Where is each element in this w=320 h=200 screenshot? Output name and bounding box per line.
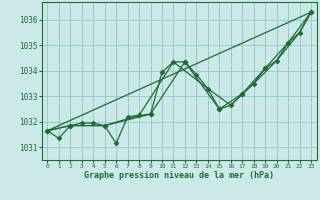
X-axis label: Graphe pression niveau de la mer (hPa): Graphe pression niveau de la mer (hPa)	[84, 171, 274, 180]
